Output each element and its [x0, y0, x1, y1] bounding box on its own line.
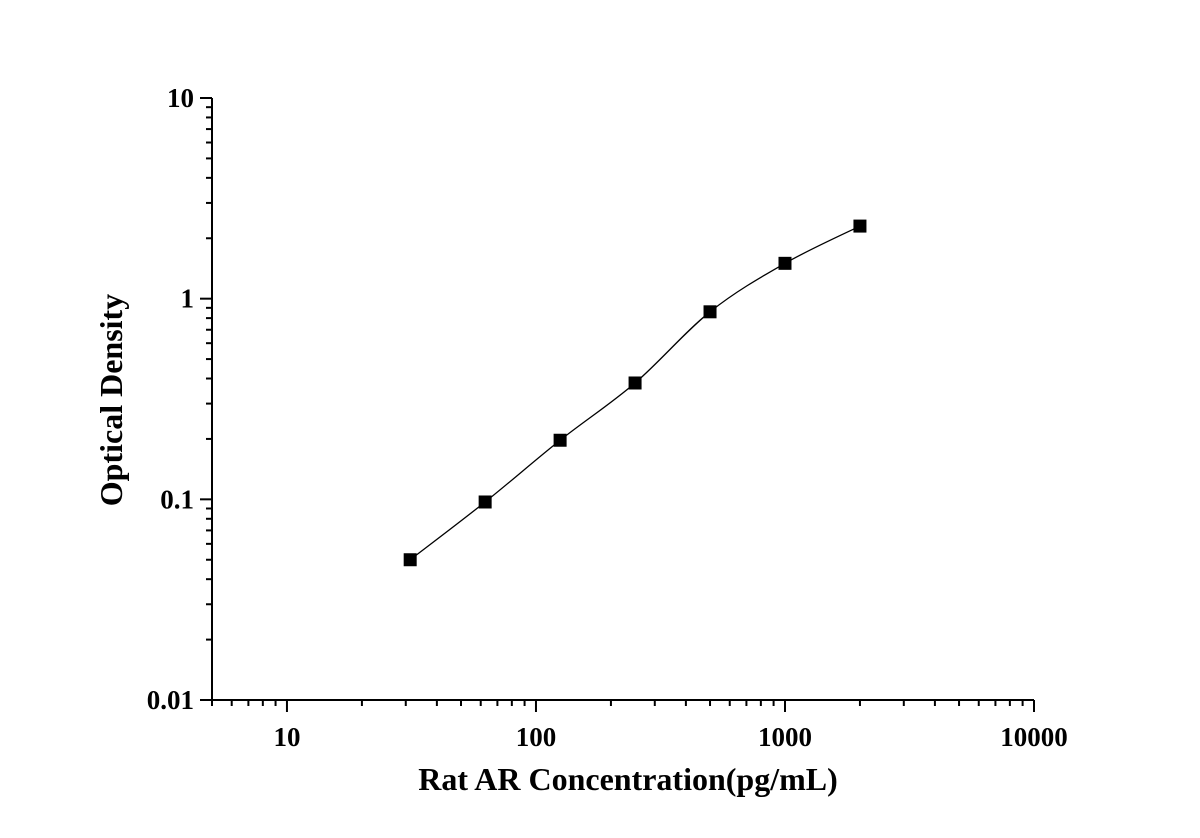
- y-tick-label: 0.1: [160, 484, 194, 514]
- data-point: [628, 376, 642, 390]
- y-tick-label: 1: [181, 284, 195, 314]
- x-axis-title: Rat AR Concentration(pg/mL): [418, 761, 838, 797]
- x-tick-label: 1000: [758, 722, 812, 752]
- axes: [211, 98, 1034, 701]
- fit-line: [409, 225, 861, 561]
- data-point: [403, 553, 417, 567]
- data-point: [553, 433, 567, 447]
- y-tick-label: 10: [167, 83, 194, 113]
- data-points: [403, 219, 867, 567]
- data-point: [478, 495, 492, 509]
- x-tick-label: 10: [273, 722, 300, 752]
- data-point: [778, 256, 792, 270]
- y-axis-title: Optical Density: [93, 294, 129, 506]
- y-tick-label: 0.01: [147, 685, 194, 715]
- tick-labels: 10 100 1000 10000 0.01 0.1 1 10: [147, 83, 1068, 752]
- data-point: [703, 305, 717, 319]
- data-point: [853, 219, 867, 233]
- x-tick-label: 10000: [1000, 722, 1068, 752]
- x-tick-label: 100: [516, 722, 557, 752]
- ticks: [200, 97, 1035, 712]
